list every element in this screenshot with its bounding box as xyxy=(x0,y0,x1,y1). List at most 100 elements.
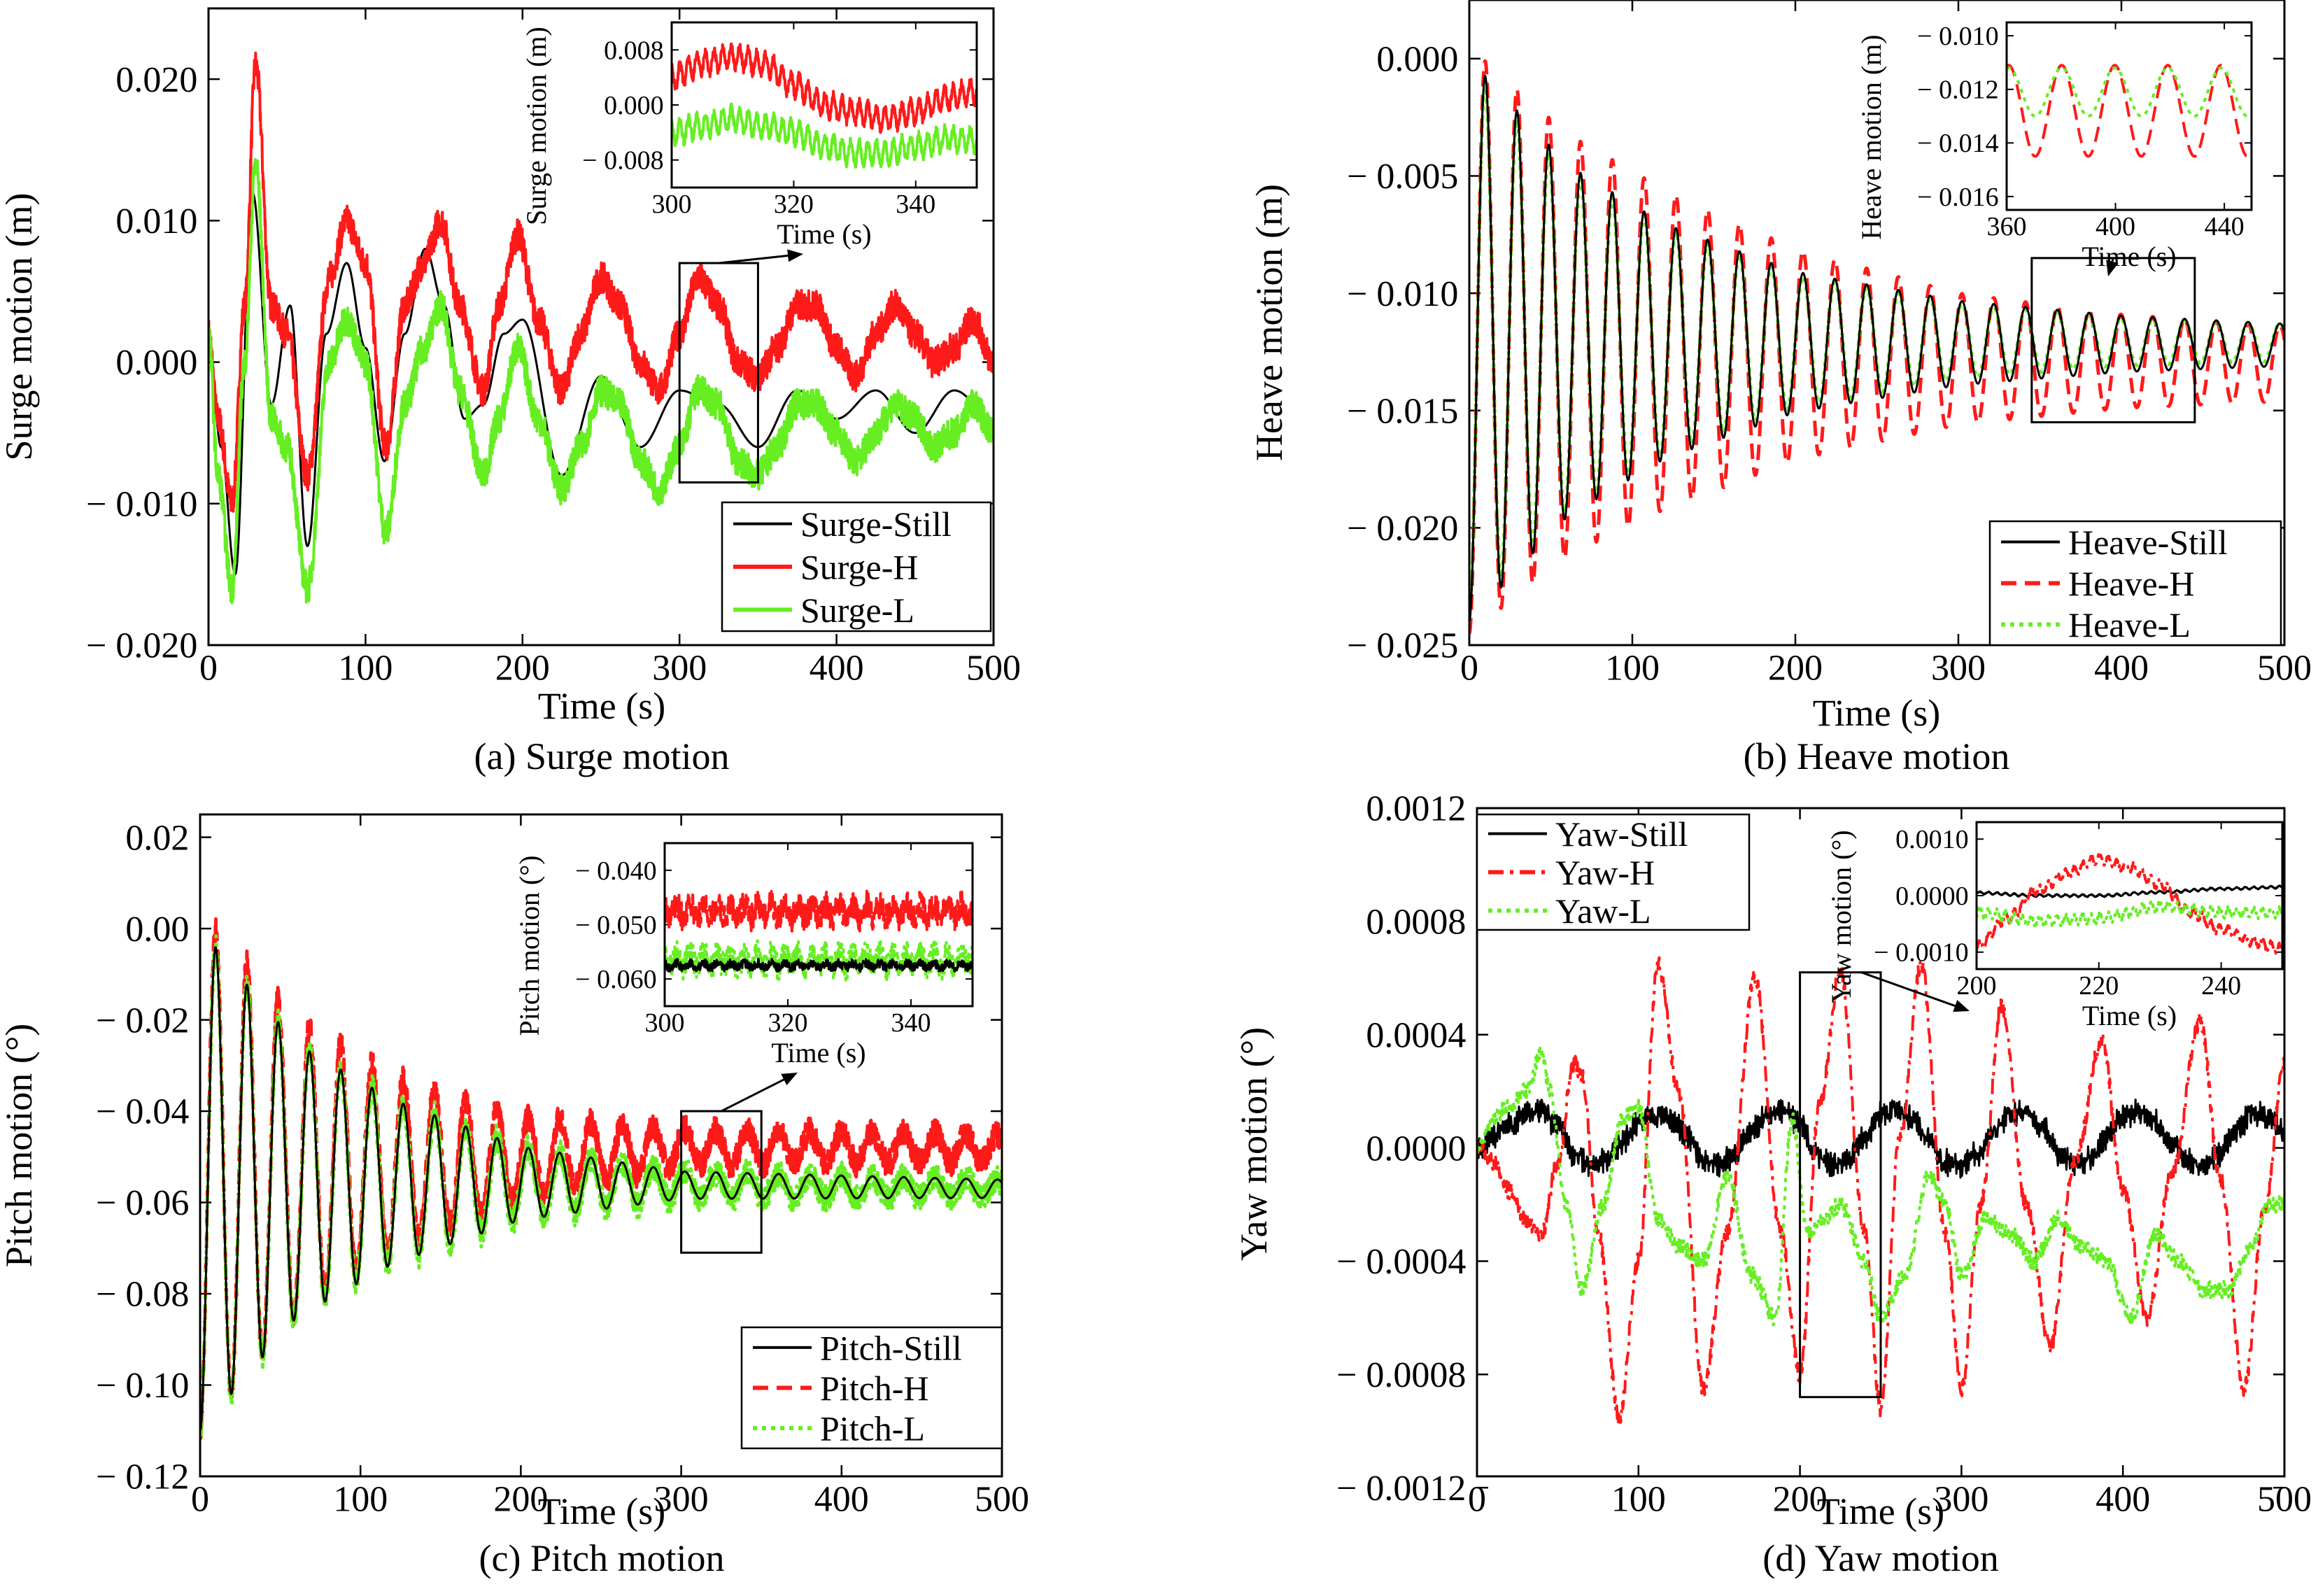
chart-panel-b: 0 100 200 300 400 500 − 0.025 − 0.020 − 0.015 − 0… xyxy=(1248,0,2312,777)
x-tick-label: 300 xyxy=(654,1479,709,1519)
x-tick-label: 200 xyxy=(493,1479,548,1519)
y-tick-label: − 0.06 xyxy=(96,1183,189,1223)
x-tick-label: 500 xyxy=(975,1479,1029,1519)
x-tick-label: 320 xyxy=(768,1008,808,1038)
inset-series-pitch-h xyxy=(665,889,973,933)
x-tick-label: 440 xyxy=(2205,212,2245,241)
y-tick-label: − 0.020 xyxy=(86,626,197,666)
inset-x-label: Time (s) xyxy=(771,1037,865,1068)
legend-label: Heave-H xyxy=(2068,564,2194,603)
x-tick-label: 0 xyxy=(199,648,218,688)
y-tick-label: − 0.12 xyxy=(96,1457,189,1497)
x-tick-label: 100 xyxy=(1605,648,1660,688)
x-tick-label: 240 xyxy=(2201,971,2241,1001)
inset-d: 200 220 240 − 0.0010 0.0000 0.0010 Time (s) Yaw… xyxy=(1825,821,2284,1031)
inset-y-label: Surge motion (m) xyxy=(521,27,552,225)
x-tick-label: 400 xyxy=(810,648,864,688)
x-tick-label: 200 xyxy=(1773,1479,1828,1519)
inset-series-group xyxy=(672,42,977,169)
x-tick-label: 300 xyxy=(652,190,692,219)
y-tick-label: − 0.02 xyxy=(96,1001,189,1040)
x-tick-label: 320 xyxy=(774,190,814,219)
legend-label: Pitch-Still xyxy=(820,1328,962,1367)
x-tick-label: 0 xyxy=(1468,1479,1486,1519)
series-group xyxy=(1469,59,2284,635)
legend-label: Pitch-H xyxy=(820,1369,929,1408)
x-axis-label: Time (s) xyxy=(538,1490,666,1532)
inset-series-yaw-l xyxy=(1977,899,2282,928)
y-tick-label: − 0.0010 xyxy=(1874,938,1968,968)
inset-series-pitch-still xyxy=(665,958,973,973)
y-tick-label: 0.0010 xyxy=(1895,825,1969,854)
x-tick-label: 100 xyxy=(338,648,393,688)
y-tick-label: − 0.020 xyxy=(1347,509,1458,549)
zoom-arrow xyxy=(721,1073,798,1113)
y-tick-label: 0.020 xyxy=(115,60,197,100)
panel-caption: (a) Surge motion xyxy=(474,735,730,777)
x-tick-label: 340 xyxy=(891,1008,931,1038)
y-tick-label: − 0.010 xyxy=(1347,274,1458,314)
x-tick-label: 400 xyxy=(2094,648,2149,688)
x-tick-label: 500 xyxy=(2257,1479,2312,1519)
y-tick-label: − 0.04 xyxy=(96,1092,189,1132)
inset-series-group xyxy=(2007,64,2252,158)
inset-series-surge-h xyxy=(672,42,977,134)
series-group xyxy=(209,51,994,605)
inset-a: 300 320 340 − 0.008 0.000 0.008 Time (s) Surge … xyxy=(521,21,978,250)
x-axis-label: Time (s) xyxy=(1813,692,1941,734)
legend-label: Yaw-Still xyxy=(1555,814,1688,854)
zoom-arrow xyxy=(2106,257,2119,276)
x-tick-label: 0 xyxy=(1460,648,1478,688)
x-tick-label: 400 xyxy=(2096,212,2135,241)
inset-series-heave-l xyxy=(2007,66,2252,118)
inset-series-group xyxy=(1977,853,2282,955)
inset-b: 360 400 440 − 0.016 − 0.014 − 0.012 − 0.010 Tim… xyxy=(1856,21,2253,272)
y-tick-label: − 0.025 xyxy=(1347,626,1458,666)
inset-frame xyxy=(2005,21,2253,211)
y-tick-label: 0.0000 xyxy=(1895,882,1969,911)
series-group xyxy=(200,917,1002,1443)
y-tick-label: − 0.016 xyxy=(1917,183,1998,212)
inset-x-label: Time (s) xyxy=(2082,1000,2177,1031)
series-line-pitch-h xyxy=(200,917,1002,1443)
plot-frame xyxy=(199,813,1003,1478)
y-tick-label: − 0.10 xyxy=(96,1366,189,1406)
y-tick-label: − 0.0004 xyxy=(1336,1242,1466,1282)
y-tick-label: − 0.060 xyxy=(575,965,656,994)
series-line-pitch-still xyxy=(200,946,1002,1432)
zoom-arrow xyxy=(1860,971,1970,1012)
x-tick-label: 400 xyxy=(814,1479,869,1519)
x-tick-label: 200 xyxy=(495,648,550,688)
y-tick-label: − 0.0008 xyxy=(1336,1355,1466,1395)
x-axis-label: Time (s) xyxy=(1817,1490,1945,1532)
x-tick-label: 220 xyxy=(2079,971,2119,1001)
y-axis-label: Heave motion (m) xyxy=(1248,184,1290,461)
series-line-heave-still xyxy=(1469,74,2284,623)
plot-frame xyxy=(1468,0,2286,647)
inset-x-label: Time (s) xyxy=(2082,241,2176,272)
series-line-yaw-h xyxy=(1477,956,2284,1427)
y-tick-label: 0.0000 xyxy=(1366,1129,1466,1168)
x-tick-label: 300 xyxy=(652,648,707,688)
inset-frame xyxy=(670,21,978,189)
y-tick-label: 0.000 xyxy=(1376,39,1458,79)
inset-series-heave-h xyxy=(2007,64,2252,158)
legend-label: Heave-L xyxy=(2068,605,2191,644)
y-tick-label: − 0.010 xyxy=(86,484,197,524)
legend-label: Surge-Still xyxy=(800,504,952,544)
x-tick-label: 0 xyxy=(191,1479,209,1519)
y-axis-label: Yaw motion (°) xyxy=(1233,1027,1275,1261)
chart-panel-c: 0 100 200 300 400 500 − 0.12 − 0.10 − 0.08 − 0.06… xyxy=(0,813,1029,1579)
y-tick-label: 0.008 xyxy=(604,36,664,65)
x-tick-label: 340 xyxy=(896,190,935,219)
x-tick-label: 300 xyxy=(645,1008,685,1038)
inset-series-yaw-h xyxy=(1977,853,2282,955)
legend-label: Pitch-L xyxy=(820,1409,925,1448)
x-axis-label: Time (s) xyxy=(538,685,666,727)
panel-caption: (b) Heave motion xyxy=(1744,735,2010,777)
y-tick-label: 0.000 xyxy=(115,343,197,383)
x-tick-label: 200 xyxy=(1957,971,1997,1001)
zoom-arrow xyxy=(719,249,803,264)
y-tick-label: 0.000 xyxy=(604,91,664,120)
y-tick-label: − 0.050 xyxy=(575,910,656,940)
